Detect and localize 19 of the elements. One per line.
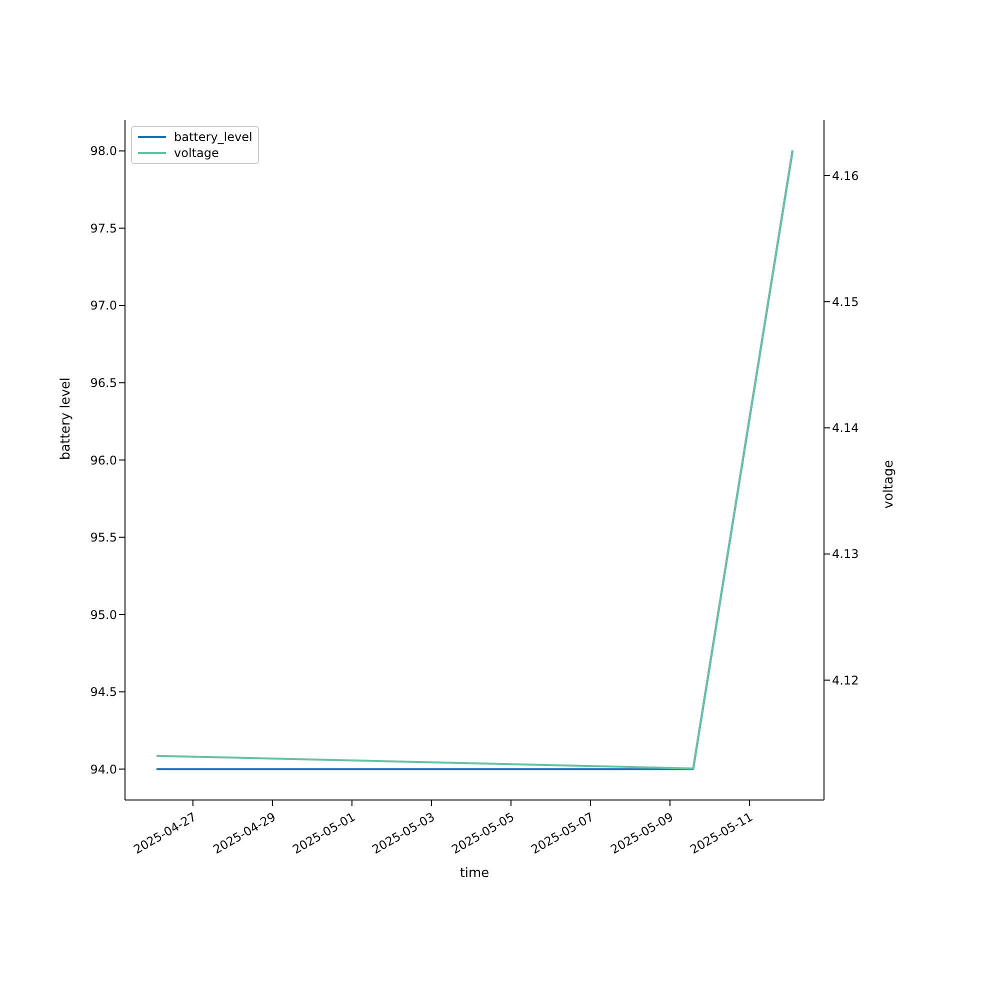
y2-tick-label: 4.13 — [832, 547, 859, 562]
y2-tick-label: 4.15 — [832, 294, 859, 309]
y-tick-label: 97.5 — [90, 221, 117, 236]
y2-tick-label: 4.14 — [832, 421, 859, 436]
y-tick-label: 98.0 — [90, 144, 117, 158]
y-tick-label: 94.5 — [90, 685, 117, 700]
y-tick-label: 95.5 — [90, 530, 117, 545]
legend-label: battery_level — [174, 129, 252, 145]
y-axis-title: battery level — [58, 378, 74, 460]
y2-axis-title: voltage — [882, 460, 897, 509]
x-axis-title: time — [460, 866, 490, 882]
y2-tick-label: 4.16 — [832, 168, 859, 183]
y-tick-label: 97.0 — [90, 298, 117, 313]
y2-tick-label: 4.12 — [832, 673, 859, 688]
y-tick-label: 94.0 — [90, 762, 117, 776]
y-tick-label: 96.5 — [90, 376, 117, 390]
legend-label: voltage — [174, 145, 219, 161]
y-tick-label: 95.0 — [90, 608, 117, 622]
y-tick-label: 96.0 — [90, 453, 117, 468]
